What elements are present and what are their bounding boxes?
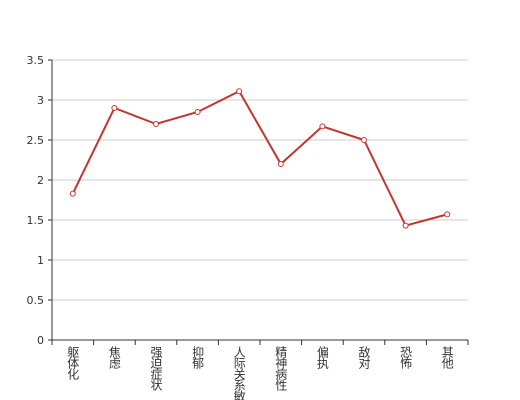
x-tick-label: 精神病性 — [274, 346, 288, 392]
point — [444, 211, 451, 218]
x-tick-label: 恐怖 — [399, 346, 413, 369]
y-tick-label: 0 — [37, 334, 44, 347]
x-tick-label: 强迫症状 — [149, 346, 163, 391]
line — [71, 89, 448, 227]
point — [277, 161, 284, 167]
x-tick-label: 躯体化 — [66, 345, 80, 381]
x-tick-label: 偏执 — [315, 345, 329, 370]
point — [111, 105, 118, 111]
y-tick-label: 2 — [37, 174, 44, 187]
y-tick-label: 3.5 — [27, 54, 45, 67]
point — [361, 137, 367, 143]
y-tick-label: 1 — [37, 254, 44, 267]
point — [236, 88, 243, 95]
x-tick-label: 敌对 — [357, 345, 371, 369]
x-tick-label: 抑郁 — [191, 345, 205, 370]
x-tick-label: 焦虑 — [107, 346, 121, 369]
y-tick-label: 1.5 — [27, 214, 45, 227]
x-tick-label: 人际关系敏感 — [232, 346, 246, 400]
point — [319, 123, 326, 130]
point — [194, 109, 201, 115]
point — [153, 121, 159, 127]
point — [402, 222, 409, 229]
y-tick-label: 3 — [37, 94, 44, 107]
x-tick-label: 其他 — [440, 346, 454, 369]
y-tick-label: 0.5 — [27, 294, 45, 307]
point — [69, 190, 76, 197]
y-tick-label: 2.5 — [27, 134, 45, 147]
